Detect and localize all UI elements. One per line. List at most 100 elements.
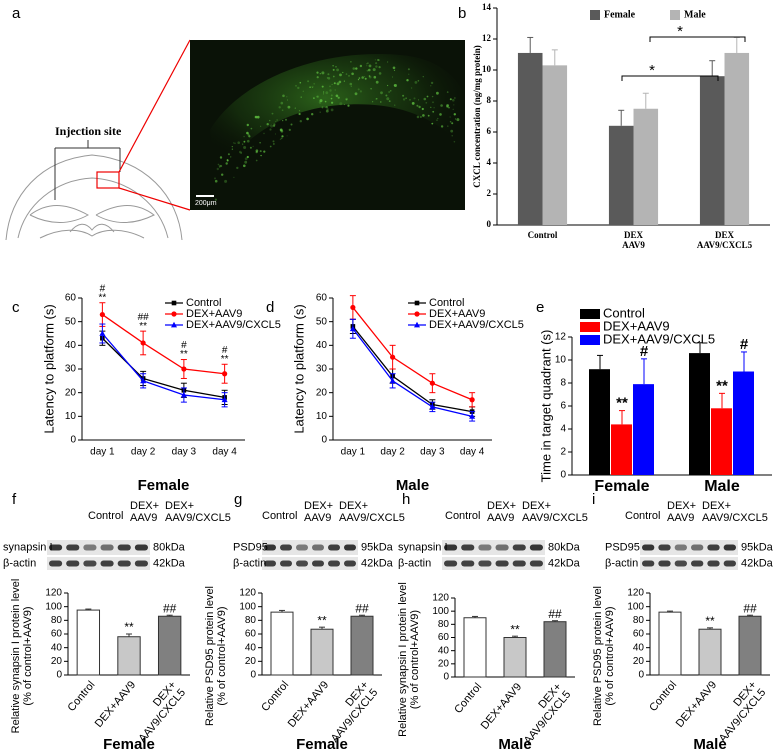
speckle bbox=[374, 59, 376, 61]
speckle bbox=[270, 124, 274, 128]
blot-size-label: 80kDa bbox=[548, 541, 581, 553]
y-tick-label: 20 bbox=[633, 656, 645, 667]
legend-swatch bbox=[590, 10, 600, 20]
y-tick-label: 8 bbox=[560, 378, 566, 389]
y-axis-label: Latency to platform (s) bbox=[291, 304, 306, 433]
speckle bbox=[306, 117, 309, 121]
speckle bbox=[271, 112, 274, 115]
speckle bbox=[453, 113, 456, 116]
y-tick-label: 14 bbox=[482, 2, 492, 12]
line bbox=[101, 337, 225, 399]
bar bbox=[698, 628, 722, 676]
y-tick-label: 120 bbox=[627, 588, 644, 599]
y-tick-label: 4 bbox=[560, 424, 566, 435]
blot-protein-label: PSD95 bbox=[233, 541, 268, 553]
speckle bbox=[247, 139, 250, 143]
y-tick-label: 0 bbox=[638, 670, 644, 681]
significance-label: ** bbox=[124, 620, 134, 634]
speckle bbox=[402, 94, 405, 97]
blot-lane-label: DEX+ AAV9/CXCL5 bbox=[339, 500, 405, 525]
speckle bbox=[337, 96, 340, 99]
speckle bbox=[359, 90, 362, 93]
speckle bbox=[338, 80, 342, 84]
y-tick-label: 40 bbox=[245, 642, 257, 653]
y-tick-label: 20 bbox=[316, 387, 328, 398]
blot-band bbox=[444, 560, 458, 567]
speckle bbox=[453, 104, 455, 106]
blot-size-label: 42kDa bbox=[153, 557, 186, 569]
speckle bbox=[372, 101, 374, 103]
speckle bbox=[436, 91, 439, 95]
y-tick-label: 0 bbox=[443, 672, 449, 683]
speckle bbox=[233, 176, 235, 178]
speckle bbox=[388, 91, 390, 93]
speckle bbox=[408, 73, 410, 76]
legend-swatch bbox=[670, 10, 680, 20]
speckle bbox=[280, 129, 284, 133]
speckle bbox=[411, 102, 415, 105]
speckle bbox=[437, 117, 439, 120]
marker bbox=[389, 377, 396, 384]
x-tick-label: day 4 bbox=[212, 447, 237, 458]
blot-lane-label: DEX+ AAV9 bbox=[304, 500, 333, 524]
blot-band bbox=[280, 560, 292, 567]
significance-label: ** bbox=[317, 613, 327, 627]
legend-label: Control bbox=[186, 297, 221, 309]
blot-lane-label: DEX+ AAV9 bbox=[487, 500, 516, 524]
injection-box bbox=[96, 171, 120, 189]
blot-band bbox=[328, 560, 340, 567]
blot-band bbox=[264, 560, 276, 567]
blot-background bbox=[640, 557, 738, 570]
speckle bbox=[368, 75, 372, 79]
speckle bbox=[287, 105, 291, 109]
y-tick-label: 20 bbox=[65, 387, 77, 398]
marker bbox=[390, 354, 396, 360]
y-axis-label: CXCL concentration (ng/mg protein) bbox=[472, 45, 482, 188]
speckle bbox=[252, 145, 254, 147]
speckle bbox=[230, 156, 232, 158]
blot-band bbox=[83, 560, 97, 567]
significance-label: # bbox=[740, 336, 749, 353]
y-tick-label: 40 bbox=[51, 642, 63, 653]
speckle bbox=[355, 67, 358, 70]
speckle bbox=[329, 89, 332, 92]
blot-protein-label: synapsin I bbox=[3, 541, 53, 553]
y-axis-label: Relative PSD95 protein level bbox=[592, 586, 604, 726]
speckle bbox=[451, 135, 453, 137]
blot-band bbox=[723, 560, 736, 567]
speckle bbox=[316, 71, 319, 74]
marker bbox=[181, 366, 187, 372]
speckle bbox=[439, 113, 442, 116]
x-tick-label: Control bbox=[528, 231, 558, 240]
speckle bbox=[431, 122, 434, 125]
speckle bbox=[430, 106, 432, 108]
blot-band bbox=[312, 560, 324, 567]
speckle bbox=[361, 76, 365, 79]
y-tick-label: 12 bbox=[482, 33, 492, 43]
blot-protein-label: β-actin bbox=[3, 557, 36, 569]
speckle bbox=[309, 86, 311, 88]
blot-band bbox=[512, 560, 526, 567]
speckle bbox=[416, 115, 420, 119]
speckle bbox=[250, 127, 253, 130]
bar bbox=[543, 621, 567, 678]
injection-label: Injection site bbox=[55, 124, 122, 138]
speckle bbox=[350, 85, 352, 87]
speckle bbox=[273, 143, 275, 145]
speckle bbox=[226, 159, 229, 161]
significance-label: ** bbox=[716, 377, 728, 394]
speckle bbox=[426, 95, 429, 98]
blot-band bbox=[495, 544, 509, 551]
marker bbox=[414, 300, 420, 306]
speckle bbox=[260, 154, 262, 157]
speckle bbox=[405, 97, 407, 99]
blot-lane-label: Control bbox=[625, 510, 661, 522]
speckle bbox=[326, 108, 329, 111]
blot-size-label: 80kDa bbox=[153, 541, 186, 553]
speckle bbox=[387, 84, 389, 87]
speckle bbox=[366, 63, 368, 65]
speckle bbox=[367, 62, 369, 65]
legend-label: DEX+AAV9/CXCL5 bbox=[603, 331, 715, 346]
blot-background bbox=[47, 557, 150, 570]
y-tick-label: 60 bbox=[51, 629, 63, 640]
